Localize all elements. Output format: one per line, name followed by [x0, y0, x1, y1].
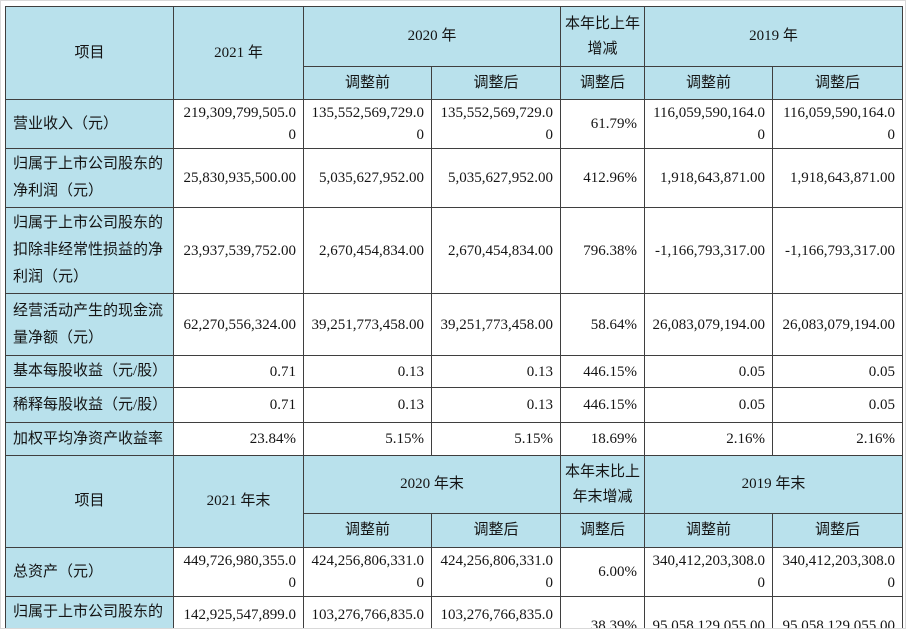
cell-2020-pre: 2,670,454,834.00	[303, 207, 432, 294]
cell-2020-pre: 135,552,569,729.00	[303, 99, 432, 149]
cell-2021: 23.84%	[173, 422, 304, 456]
header-yoy-change: 本年比上年增减	[560, 6, 646, 67]
subheader-2019-post: 调整后	[772, 66, 904, 100]
cell-2020-pre: 0.13	[303, 387, 432, 423]
cell-2019-pre: 26,083,079,194.00	[644, 293, 774, 356]
cell-2021: 0.71	[173, 387, 304, 423]
table-row: 加权平均净资产收益率 23.84% 5.15% 5.15% 18.69% 2.1…	[5, 422, 904, 456]
subheader-2019-post: 调整后	[772, 513, 904, 548]
table-row: 稀释每股收益（元/股） 0.71 0.13 0.13 446.15% 0.05 …	[5, 387, 904, 423]
header-row-adjustment: 调整前 调整后 调整后 调整前 调整后	[6, 66, 904, 100]
header-row-years: 项目 2021 年 2020 年 本年比上年增减 2019 年	[5, 6, 904, 100]
cell-2019-pre: -1,166,793,317.00	[644, 207, 774, 294]
header-year-2021: 2021 年	[173, 6, 304, 100]
cell-2019-post: 95,058,129,055.00	[772, 596, 904, 628]
cell-change: 18.69%	[560, 422, 646, 456]
cell-2020-post: 2,670,454,834.00	[430, 207, 562, 294]
row-label: 归属于上市公司股东的净利润（元）	[5, 148, 174, 208]
cell-change: 796.38%	[560, 207, 646, 294]
cell-2019-post: 0.05	[772, 355, 904, 388]
cell-2020-post: 103,276,766,835.00	[430, 596, 562, 628]
table-row: 归属于上市公司股东的净资产（元） 142,925,547,899.00 103,…	[5, 596, 904, 628]
cell-2021: 142,925,547,899.00	[173, 596, 304, 628]
cell-2019-pre: 116,059,590,164.00	[644, 99, 774, 149]
cell-change: 446.15%	[560, 355, 646, 388]
cell-2020-post: 0.13	[430, 387, 562, 423]
cell-change: 61.79%	[560, 99, 646, 149]
header-item: 项目	[5, 455, 174, 548]
cell-change: 38.39%	[560, 596, 646, 628]
header-yearend-2021: 2021 年末	[173, 455, 304, 548]
financial-summary-table: 项目 2021 年 2020 年 本年比上年增减 2019 年 调整前 调整后 …	[5, 6, 904, 628]
cell-2019-pre: 340,412,203,308.00	[644, 547, 774, 597]
row-label: 营业收入（元）	[5, 99, 174, 149]
cell-2019-post: 116,059,590,164.00	[772, 99, 904, 149]
table-row: 经营活动产生的现金流量净额（元） 62,270,556,324.00 39,25…	[5, 293, 904, 356]
table-row: 归属于上市公司股东的扣除非经常性损益的净利润（元） 23,937,539,752…	[5, 207, 904, 294]
subheader-2020-pre: 调整前	[303, 513, 432, 548]
cell-2020-pre: 103,276,766,835.00	[303, 596, 432, 628]
row-label: 归属于上市公司股东的扣除非经常性损益的净利润（元）	[5, 207, 174, 294]
table-row: 营业收入（元） 219,309,799,505.00 135,552,569,7…	[5, 99, 904, 149]
header-yearend-2019-group: 2019 年末	[644, 455, 904, 514]
header-yearend-change: 本年末比上年末增减	[560, 455, 646, 514]
cell-change: 446.15%	[560, 387, 646, 423]
header-item: 项目	[5, 6, 174, 100]
subheader-2019-pre: 调整前	[644, 513, 774, 548]
cell-2020-post: 424,256,806,331.00	[430, 547, 562, 597]
header-yearend-2020-group: 2020 年末	[302, 455, 562, 514]
subheader-change-post: 调整后	[560, 66, 646, 100]
cell-2020-post: 135,552,569,729.00	[430, 99, 562, 149]
cell-2019-pre: 1,918,643,871.00	[644, 148, 774, 208]
cell-change: 58.64%	[560, 293, 646, 356]
row-label: 经营活动产生的现金流量净额（元）	[5, 293, 174, 356]
table-row: 基本每股收益（元/股） 0.71 0.13 0.13 446.15% 0.05 …	[5, 355, 904, 388]
header-year-2020-group: 2020 年	[302, 6, 562, 67]
table-row: 归属于上市公司股东的净利润（元） 25,830,935,500.00 5,035…	[5, 148, 904, 208]
cell-2021: 62,270,556,324.00	[173, 293, 304, 356]
subheader-2019-pre: 调整前	[644, 66, 774, 100]
header-year-2019-group: 2019 年	[644, 6, 904, 67]
header-row-yearend: 项目 2021 年末 2020 年末 本年末比上年末增减 2019 年末	[5, 455, 904, 548]
cell-2021: 23,937,539,752.00	[173, 207, 304, 294]
cell-2021: 219,309,799,505.00	[173, 99, 304, 149]
cell-2020-pre: 39,251,773,458.00	[303, 293, 432, 356]
cell-2019-pre: 0.05	[644, 387, 774, 423]
cell-2019-pre: 95,058,129,055.00	[644, 596, 774, 628]
cell-2020-pre: 5.15%	[303, 422, 432, 456]
row-label: 加权平均净资产收益率	[5, 422, 174, 456]
cell-2020-post: 5.15%	[430, 422, 562, 456]
cell-2020-pre: 5,035,627,952.00	[303, 148, 432, 208]
cell-2020-post: 5,035,627,952.00	[430, 148, 562, 208]
subheader-2020-post: 调整后	[430, 513, 562, 548]
header-row-adjustment: 调整前 调整后 调整后 调整前 调整后	[6, 513, 904, 548]
subheader-2020-post: 调整后	[430, 66, 562, 100]
row-label: 总资产（元）	[5, 547, 174, 597]
subheader-2020-pre: 调整前	[303, 66, 432, 100]
row-label: 归属于上市公司股东的净资产（元）	[5, 596, 174, 628]
cell-2020-post: 39,251,773,458.00	[430, 293, 562, 356]
cell-2019-post: 340,412,203,308.00	[772, 547, 904, 597]
cell-2020-pre: 0.13	[303, 355, 432, 388]
cell-change: 6.00%	[560, 547, 646, 597]
cell-2021: 25,830,935,500.00	[173, 148, 304, 208]
cell-2019-post: 26,083,079,194.00	[772, 293, 904, 356]
cell-2019-post: -1,166,793,317.00	[772, 207, 904, 294]
cell-2020-pre: 424,256,806,331.00	[303, 547, 432, 597]
subheader-change-post: 调整后	[560, 513, 646, 548]
cell-2019-post: 0.05	[772, 387, 904, 423]
cell-change: 412.96%	[560, 148, 646, 208]
cell-2021: 449,726,980,355.00	[173, 547, 304, 597]
table-row: 总资产（元） 449,726,980,355.00 424,256,806,33…	[5, 547, 904, 597]
cell-2021: 0.71	[173, 355, 304, 388]
cell-2019-pre: 0.05	[644, 355, 774, 388]
row-label: 稀释每股收益（元/股）	[5, 387, 174, 423]
row-label: 基本每股收益（元/股）	[5, 355, 174, 388]
cell-2019-pre: 2.16%	[644, 422, 774, 456]
cell-2019-post: 1,918,643,871.00	[772, 148, 904, 208]
cell-2020-post: 0.13	[430, 355, 562, 388]
cell-2019-post: 2.16%	[772, 422, 904, 456]
